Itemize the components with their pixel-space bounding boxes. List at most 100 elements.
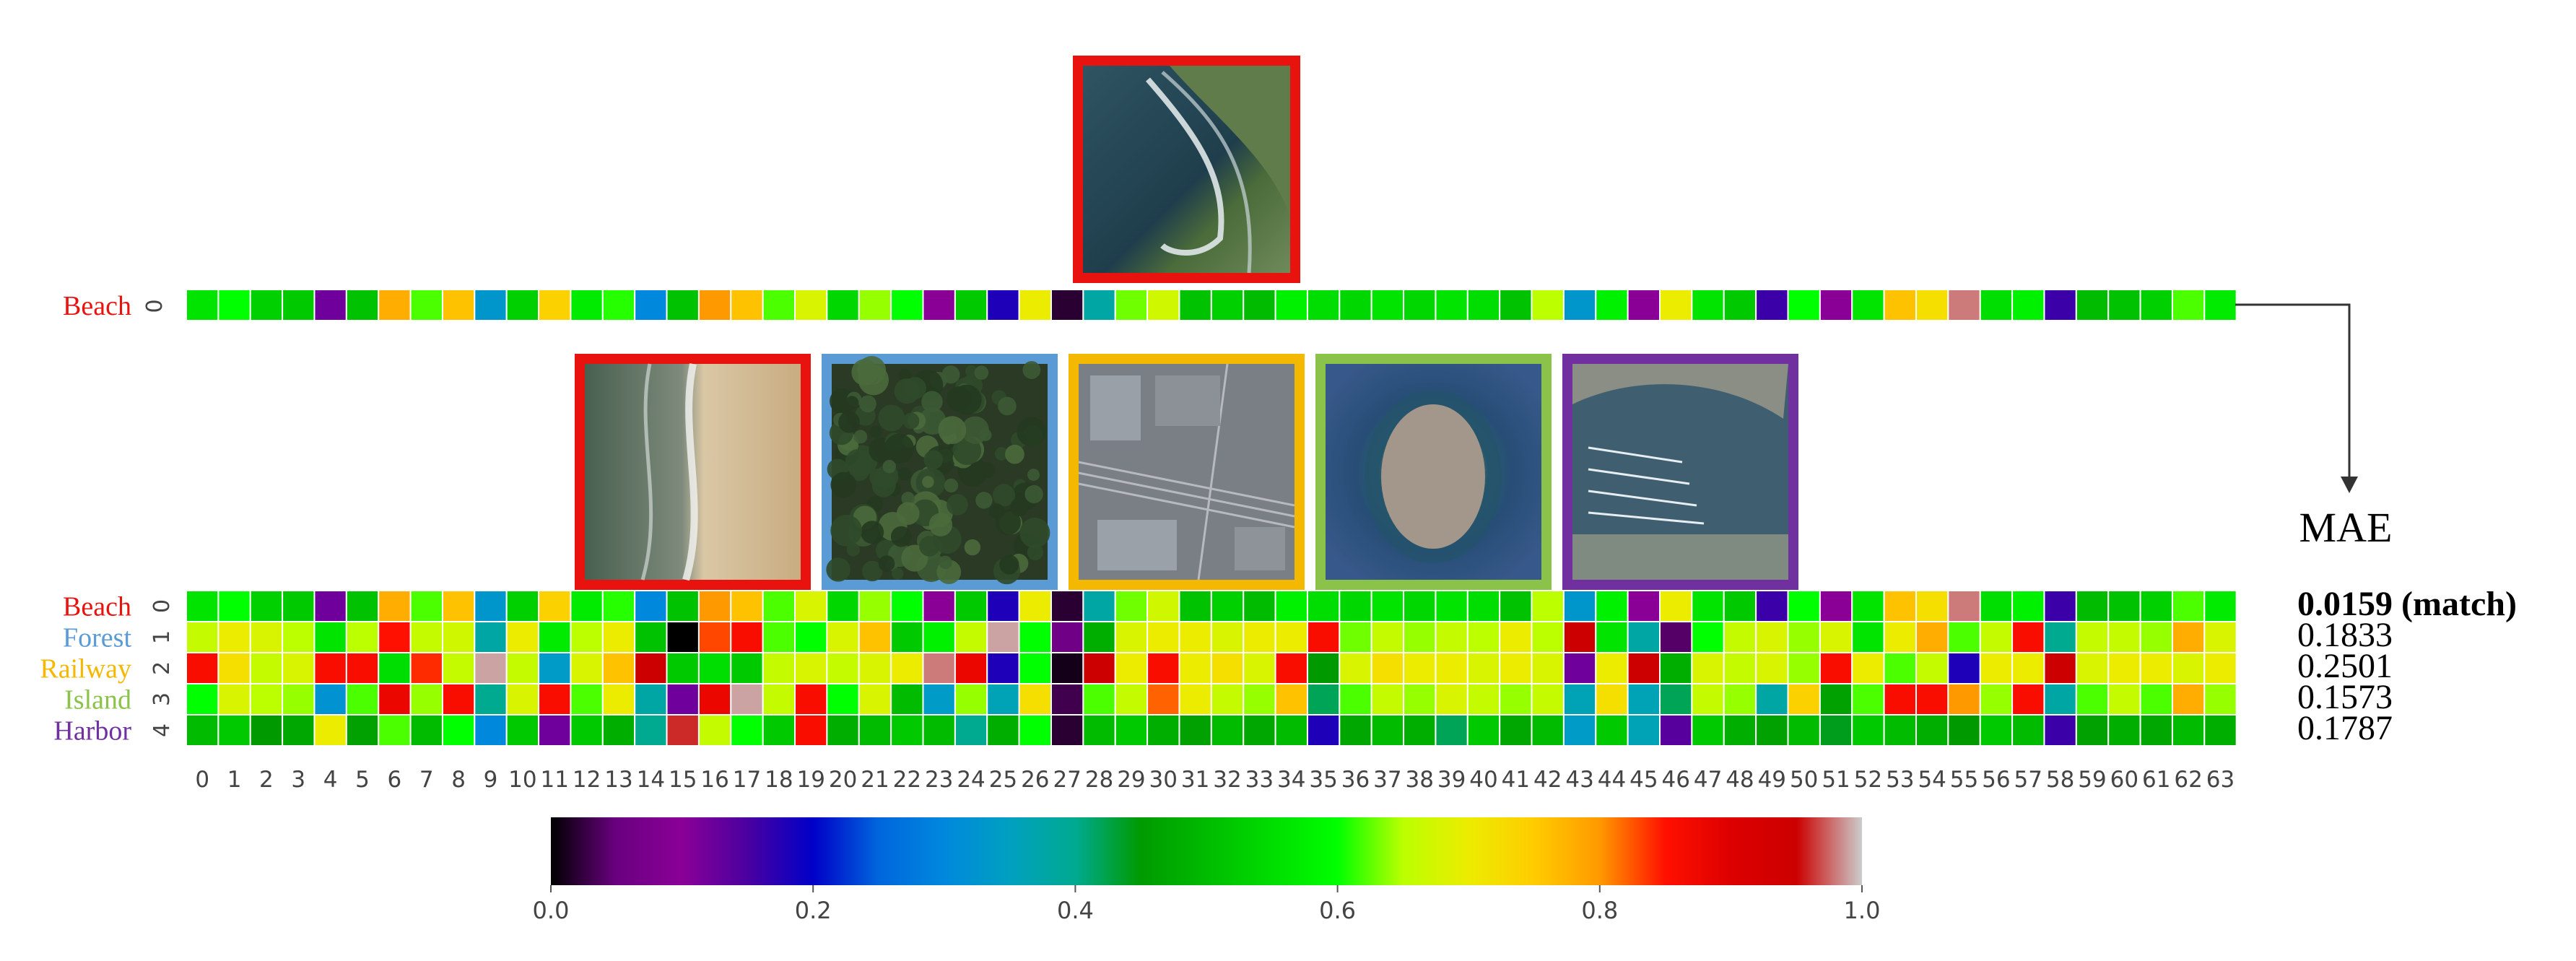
x-tick-label: 10 <box>508 767 536 793</box>
heatmap-cell <box>2107 714 2141 747</box>
heatmap-cell <box>1562 683 1597 716</box>
query-cell <box>1435 289 1468 321</box>
query-row-index: 0 <box>142 299 167 313</box>
heatmap-cell <box>634 621 668 653</box>
row-index: 0 <box>149 599 175 613</box>
tree-crown <box>974 365 989 380</box>
heatmap-cell <box>2011 683 2045 716</box>
x-tick-label: 29 <box>1117 767 1145 793</box>
heatmap-cell <box>1915 652 1949 684</box>
heatmap-cell <box>1883 621 1917 653</box>
query-cell <box>1243 289 1276 321</box>
heatmap-cell <box>217 652 251 684</box>
heatmap-cell <box>762 590 796 622</box>
heatmap-cell <box>2043 590 2077 622</box>
heatmap-cell <box>345 652 380 684</box>
candidate-images <box>575 354 1798 590</box>
x-tick-label: 40 <box>1469 767 1497 793</box>
heatmap-cell <box>217 621 251 653</box>
row-index: 3 <box>149 692 175 706</box>
heatmap-cell <box>1243 714 1276 747</box>
heatmap-cell <box>1595 714 1629 747</box>
heatmap-cell <box>1819 621 1853 653</box>
tree-crown <box>947 494 968 516</box>
x-tick-label: 0 <box>195 767 209 793</box>
heatmap-cell <box>1723 714 1757 747</box>
heatmap-cell <box>1082 714 1116 747</box>
x-tick-label: 19 <box>796 767 824 793</box>
query-cell <box>249 289 284 321</box>
tree-crown <box>919 536 940 557</box>
tree-crown <box>1017 417 1047 447</box>
heatmap-cell <box>697 714 732 747</box>
tree-crown <box>846 543 860 557</box>
heatmap-cell <box>601 590 636 622</box>
heatmap-cell <box>1659 714 1693 747</box>
heatmap-cell <box>217 590 251 622</box>
row-label-railway: Railway <box>40 654 131 684</box>
heatmap-cell <box>1370 714 1405 747</box>
heatmap-cell <box>570 621 604 653</box>
heatmap-cell <box>409 590 443 622</box>
heatmap-cell <box>1947 621 1981 653</box>
query-cell <box>1146 289 1180 321</box>
heatmap-cell <box>730 652 764 684</box>
heatmap-cell <box>2139 621 2173 653</box>
x-tick-label: 54 <box>1918 767 1946 793</box>
tree-crown <box>882 459 897 474</box>
heatmap-cell <box>634 652 668 684</box>
heatmap-cell <box>441 714 476 747</box>
heatmap-cell <box>1499 621 1533 653</box>
x-tick-label: 3 <box>291 767 305 793</box>
candidate-heatmap <box>186 590 2237 747</box>
x-tick-label: 43 <box>1565 767 1593 793</box>
heatmap-cell <box>1466 621 1501 653</box>
heatmap-cell <box>505 714 540 747</box>
query-cell <box>1499 289 1533 321</box>
x-tick-label: 1 <box>227 767 242 793</box>
heatmap-cell <box>505 683 540 716</box>
heatmap-cell <box>1082 683 1116 716</box>
tree-crown <box>894 378 920 404</box>
heatmap-cell <box>890 590 924 622</box>
heatmap-cell <box>2139 683 2173 716</box>
heatmap-cell <box>1595 652 1629 684</box>
heatmap-cell <box>826 621 860 653</box>
heatmap-cell <box>1562 621 1597 653</box>
mae-value-harbor: 0.1787 <box>2297 709 2393 747</box>
heatmap-cell <box>1403 652 1437 684</box>
heatmap-cell <box>954 652 988 684</box>
heatmap-cell <box>1691 652 1725 684</box>
heatmap-cell <box>2203 621 2237 653</box>
x-tick-label: 37 <box>1373 767 1401 793</box>
heatmap-cell <box>1883 714 1917 747</box>
heatmap-cell <box>1979 590 2014 622</box>
x-tick-label: 35 <box>1309 767 1337 793</box>
heatmap-cell <box>1787 590 1821 622</box>
tree-crown <box>944 478 959 493</box>
heatmap-cell <box>313 621 347 653</box>
heatmap-cell <box>697 652 732 684</box>
heatmap-cell <box>762 714 796 747</box>
heatmap-cell <box>474 652 508 684</box>
heatmap-cell <box>474 621 508 653</box>
heatmap-cell <box>2139 652 2173 684</box>
heatmap-cell <box>1851 621 1885 653</box>
query-cell <box>1947 289 1981 321</box>
heatmap-cell <box>2107 683 2141 716</box>
heatmap-cell <box>794 652 828 684</box>
heatmap-cell <box>1403 590 1437 622</box>
heatmap-cell <box>2171 590 2206 622</box>
heatmap-cell <box>1883 652 1917 684</box>
heatmap-cell <box>1627 683 1661 716</box>
tree-crown <box>979 462 996 479</box>
heatmap-cell <box>1531 590 1565 622</box>
query-cell <box>2011 289 2045 321</box>
heatmap-cell <box>441 590 476 622</box>
heatmap-cell <box>249 714 284 747</box>
heatmap-cell <box>1755 714 1789 747</box>
query-cell <box>538 289 572 321</box>
query-cell <box>1082 289 1116 321</box>
tree-crown <box>896 502 920 525</box>
heatmap-cell <box>1018 714 1052 747</box>
